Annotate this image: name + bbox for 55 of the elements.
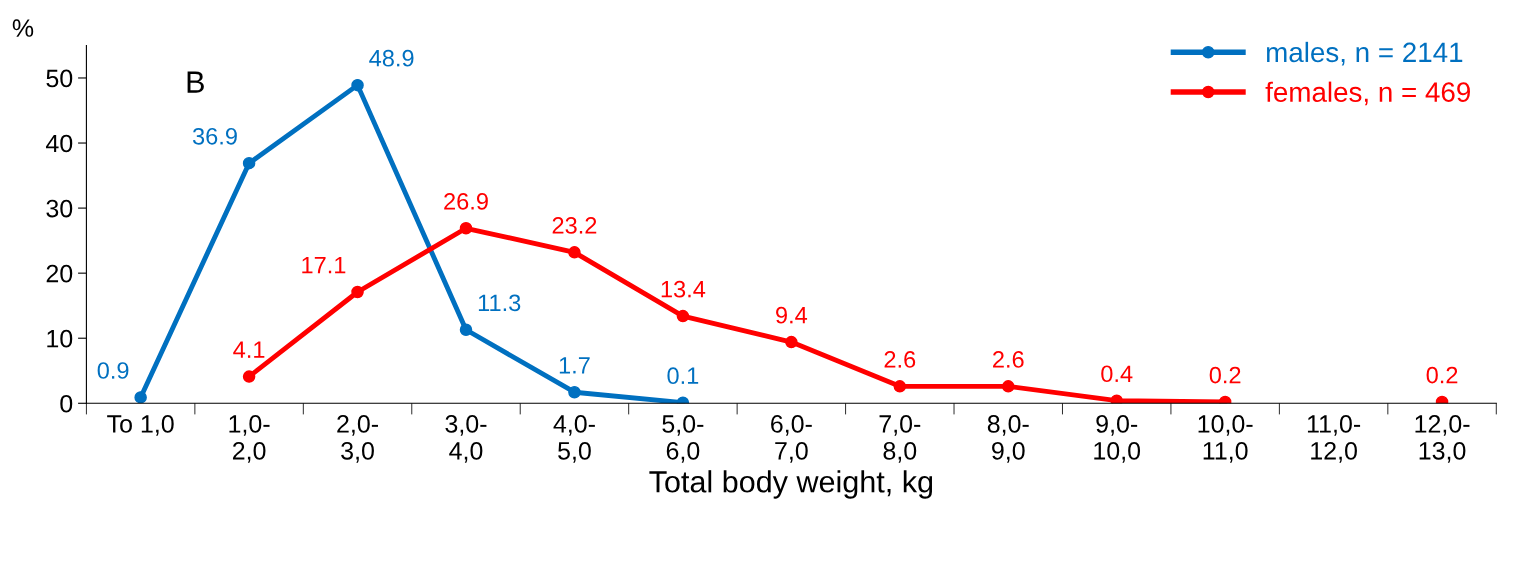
x-tick-label: 3,0- 4,0 [445,415,487,463]
data-label: 9.4 [776,306,808,324]
data-label: 17.1 [302,256,346,274]
point [785,335,798,349]
data-label: 0.1 [667,367,699,385]
x-tick-label: 1,0- 2,0 [229,415,270,463]
data-label: 26.9 [444,192,488,210]
data-label: 1.7 [559,357,590,374]
data-label: 4.1 [233,341,265,358]
point [242,156,256,170]
point [1110,394,1123,404]
legend-label: males, n = 2141 [1267,41,1463,66]
x-tick-label: 4,0- 5,0 [553,415,595,463]
x-tick-label: 8,0- 9,0 [987,415,1029,463]
point [676,309,690,323]
y-tick-label: 30 [46,199,73,218]
x-tick-label: 9,0- 10,0 [1094,415,1141,463]
legend-label: females, n = 469 [1265,81,1470,106]
y-tick-label: 50 [46,69,73,88]
point [134,391,147,404]
x-tick-label: 6,0- 7,0 [771,415,812,463]
x-axis-title: Total body weight, kg [649,470,933,499]
point [351,78,364,92]
y-axis-title: % [12,19,34,37]
data-label: 2.6 [884,351,916,368]
point [568,246,581,259]
point [459,323,473,337]
point [1002,380,1015,393]
x-tick-label: 11,0- 12,0 [1307,415,1361,463]
point [568,385,581,399]
data-label: 23.2 [552,217,597,234]
data-label: 48.9 [369,49,414,67]
x-tick-label: 12,0- 13,0 [1415,415,1470,463]
data-label: 36.9 [192,127,237,145]
data-label: 2.6 [993,351,1024,368]
y-tick-label: 20 [46,264,73,283]
point [351,285,364,299]
x-tick-label: 7,0- 8,0 [879,415,921,463]
point [242,370,256,383]
x-tick-label: 2,0- 3,0 [337,415,378,463]
x-tick-label: 10,0- 11,0 [1198,415,1253,463]
y-tick-label: 40 [45,134,73,153]
y-tick-label: 0 [60,394,73,413]
annotation: B [187,71,204,93]
data-label: 0.4 [1101,365,1133,383]
data-label: 13.4 [661,280,706,298]
point [893,380,907,393]
y-tick-label: 10 [47,329,73,348]
point [459,222,473,235]
data-label: 0.2 [1426,366,1458,384]
data-label: 11.3 [478,294,521,312]
data-label: 0.2 [1209,366,1241,384]
x-tick-label: To 1,0 [107,415,174,436]
data-label: 0.9 [97,362,129,379]
x-tick-label: 5,0- 6,0 [662,415,704,463]
